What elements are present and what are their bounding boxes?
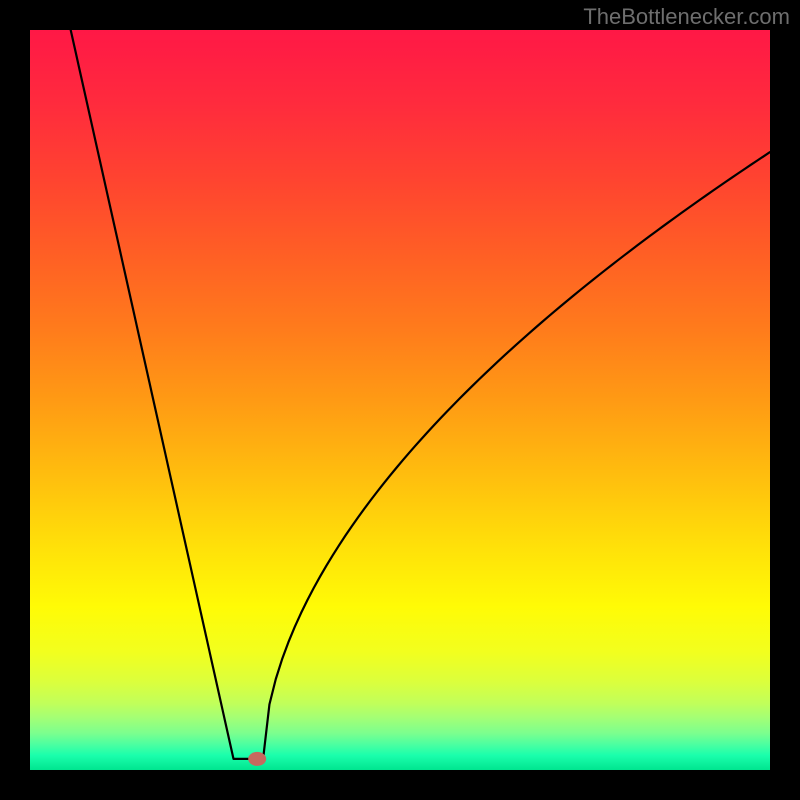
minimum-marker [248,752,266,766]
watermark-text: TheBottlenecker.com [583,4,790,30]
plot-svg [30,30,770,770]
plot-area [30,30,770,770]
chart-frame: TheBottlenecker.com [0,0,800,800]
gradient-background [30,30,770,770]
